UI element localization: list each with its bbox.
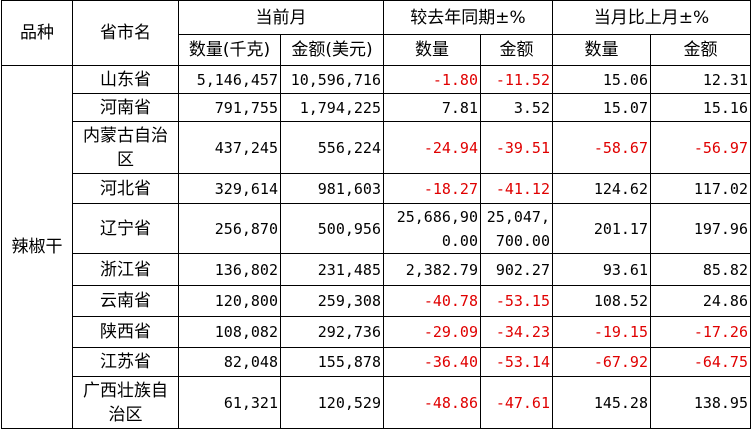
value-cell: 256,870	[178, 203, 281, 254]
value-cell: -58.67	[552, 121, 651, 174]
value-cell: 136,802	[178, 253, 281, 286]
header-region: 省市名	[72, 0, 179, 66]
value-cell: 61,321	[178, 376, 281, 429]
value-cell: 120,529	[280, 376, 384, 429]
table-row: 数量(千克) 金额(美元) 数量 金额 数量 金额	[2, 34, 751, 66]
region-name: 陕西省	[72, 316, 179, 348]
value-cell: -41.12	[480, 173, 553, 204]
table-row: 陕西省 108,082 292,736 -29.09 -34.23 -19.15 -17.2…	[2, 316, 751, 348]
value-cell: 556,224	[280, 121, 384, 174]
value-cell: 791,755	[178, 93, 281, 122]
table-row: 浙江省 136,802 231,485 2,382.79 902.27 93.61 85.8…	[2, 253, 751, 286]
value-cell: 3.52	[480, 93, 553, 122]
table-row: 河北省 329,614 981,603 -18.27 -41.12 124.62 117.0…	[2, 173, 751, 204]
value-cell: -56.97	[650, 121, 751, 174]
value-cell: -67.92	[552, 347, 651, 377]
region-name: 广西壮族自治区	[72, 376, 179, 429]
value-cell: 981,603	[280, 173, 384, 204]
value-cell: -17.26	[650, 316, 751, 348]
header-group: 当前月	[178, 0, 384, 35]
header-group: 较去年同期±%	[383, 0, 553, 35]
value-cell: 108,082	[178, 316, 281, 348]
table-row: 内蒙古自治区 437,245 556,224 -24.94 -39.51 -58.67 -5…	[2, 121, 751, 174]
value-cell: 902.27	[480, 253, 553, 286]
header-column: 金额	[480, 34, 553, 66]
value-cell: 15.16	[650, 93, 751, 122]
value-cell: 93.61	[552, 253, 651, 286]
value-cell: 25,686,900.00	[383, 203, 481, 254]
table-row: 品种 省市名 当前月 较去年同期±% 当月比上月±%	[1, 0, 751, 66]
table-row: 广西壮族自治区 61,321 120,529 -48.86 -47.61 145.28 13…	[2, 376, 751, 429]
value-cell: -11.52	[480, 65, 553, 94]
value-cell: 201.17	[552, 203, 651, 254]
value-cell: 138.95	[650, 376, 751, 429]
region-name: 江苏省	[72, 347, 179, 377]
value-cell: 85.82	[650, 253, 751, 286]
value-cell: -29.09	[383, 316, 481, 348]
value-cell: 82,048	[178, 347, 281, 377]
header-column: 金额(美元)	[280, 34, 384, 66]
value-cell: 155,878	[280, 347, 384, 377]
value-cell: -64.75	[650, 347, 751, 377]
value-cell: 25,047,700.00	[480, 203, 553, 254]
header-column: 金额	[650, 34, 751, 66]
value-cell: 437,245	[178, 121, 281, 174]
value-cell: -47.61	[480, 376, 553, 429]
value-cell: 2,382.79	[383, 253, 481, 286]
value-cell: 120,800	[178, 285, 281, 317]
value-cell: 500,956	[280, 203, 384, 254]
table-row: 云南省 120,800 259,308 -40.78 -53.15 108.52 24.86	[2, 285, 751, 317]
value-cell: 292,736	[280, 316, 384, 348]
value-cell: -40.78	[383, 285, 481, 317]
value-cell: 24.86	[650, 285, 751, 317]
value-cell: 15.06	[552, 65, 651, 94]
value-cell: 117.02	[650, 173, 751, 204]
header-column: 数量	[383, 34, 481, 66]
value-cell: 124.62	[552, 173, 651, 204]
value-cell: 145.28	[552, 376, 651, 429]
value-cell: -19.15	[552, 316, 651, 348]
value-cell: 197.96	[650, 203, 751, 254]
value-cell: -39.51	[480, 121, 553, 174]
value-cell: 231,485	[280, 253, 384, 286]
variety-cell: 辣椒干	[1, 65, 73, 429]
table-row: 河南省 791,755 1,794,225 7.81 3.52 15.07 15.16	[2, 93, 751, 122]
value-cell: -18.27	[383, 173, 481, 204]
region-name: 辽宁省	[72, 203, 179, 254]
header-column: 数量(千克)	[178, 34, 281, 66]
region-name: 山东省	[72, 65, 179, 94]
table-row: 江苏省 82,048 155,878 -36.40 -53.14 -67.92 -64.75	[2, 347, 751, 377]
header-group: 当月比上月±%	[552, 0, 751, 35]
value-cell: 108.52	[552, 285, 651, 317]
value-cell: 329,614	[178, 173, 281, 204]
value-cell: -24.94	[383, 121, 481, 174]
value-cell: 5,146,457	[178, 65, 281, 94]
header-column: 数量	[552, 34, 651, 66]
value-cell: 259,308	[280, 285, 384, 317]
value-cell: 7.81	[383, 93, 481, 122]
header-variety: 品种	[1, 0, 73, 66]
value-cell: 10,596,716	[280, 65, 384, 94]
region-name: 云南省	[72, 285, 179, 317]
value-cell: -48.86	[383, 376, 481, 429]
value-cell: -53.15	[480, 285, 553, 317]
value-cell: -1.80	[383, 65, 481, 94]
value-cell: 12.31	[650, 65, 751, 94]
value-cell: -53.14	[480, 347, 553, 377]
table-row: 辣椒干 山东省 5,146,457 10,596,716 -1.80 -11.52 15.0…	[1, 65, 751, 429]
value-cell: 1,794,225	[280, 93, 384, 122]
value-cell: -34.23	[480, 316, 553, 348]
table-row: 辽宁省 256,870 500,956 25,686,900.00 25,047,700…	[2, 203, 751, 254]
region-name: 河南省	[72, 93, 179, 122]
region-name: 河北省	[72, 173, 179, 204]
region-name: 内蒙古自治区	[72, 121, 179, 174]
region-name: 浙江省	[72, 253, 179, 286]
value-cell: -36.40	[383, 347, 481, 377]
value-cell: 15.07	[552, 93, 651, 122]
